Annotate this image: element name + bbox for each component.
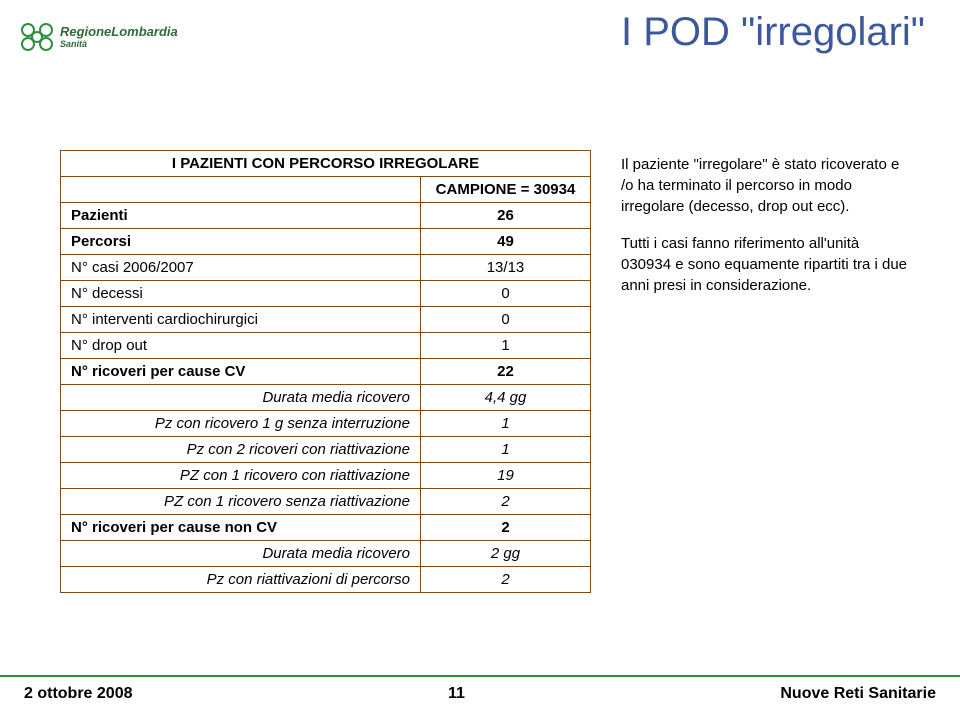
row-value: 1 bbox=[421, 437, 591, 463]
lombardia-rose-icon bbox=[20, 18, 54, 56]
row-label: PZ con 1 ricovero con riattivazione bbox=[61, 463, 421, 489]
table-row: N° ricoveri per cause CV22 bbox=[61, 359, 591, 385]
data-table: I PAZIENTI CON PERCORSO IRREGOLARE CAMPI… bbox=[60, 150, 591, 593]
row-value: 0 bbox=[421, 281, 591, 307]
table-row: Durata media ricovero2 gg bbox=[61, 541, 591, 567]
row-value: 2 bbox=[421, 515, 591, 541]
row-value: 0 bbox=[421, 307, 591, 333]
row-label: N° ricoveri per cause CV bbox=[61, 359, 421, 385]
row-label: N° ricoveri per cause non CV bbox=[61, 515, 421, 541]
table-row: N° decessi0 bbox=[61, 281, 591, 307]
row-label: Pz con riattivazioni di percorso bbox=[61, 567, 421, 593]
side-notes: Il paziente "irregolare" è stato ricover… bbox=[621, 150, 910, 593]
row-label: N° casi 2006/2007 bbox=[61, 255, 421, 281]
table-row: Pz con 2 ricoveri con riattivazione1 bbox=[61, 437, 591, 463]
table-row: N° casi 2006/200713/13 bbox=[61, 255, 591, 281]
row-value: 1 bbox=[421, 411, 591, 437]
row-label: Pz con 2 ricoveri con riattivazione bbox=[61, 437, 421, 463]
row-label: N° drop out bbox=[61, 333, 421, 359]
row-value: 4,4 gg bbox=[421, 385, 591, 411]
row-value: 22 bbox=[421, 359, 591, 385]
row-value: 49 bbox=[421, 229, 591, 255]
table-row: Durata media ricovero4,4 gg bbox=[61, 385, 591, 411]
logo: RegioneLombardia Sanità bbox=[20, 18, 178, 56]
row-label: PZ con 1 ricovero senza riattivazione bbox=[61, 489, 421, 515]
table-row: Percorsi49 bbox=[61, 229, 591, 255]
table-row: N° ricoveri per cause non CV2 bbox=[61, 515, 591, 541]
row-label: Durata media ricovero bbox=[61, 385, 421, 411]
table-row: PZ con 1 ricovero con riattivazione19 bbox=[61, 463, 591, 489]
footer-source: Nuove Reti Sanitarie bbox=[780, 685, 936, 703]
campione-label: CAMPIONE = 30934 bbox=[421, 177, 591, 203]
table-row: Pazienti26 bbox=[61, 203, 591, 229]
footer-page: 11 bbox=[448, 685, 465, 703]
row-value: 1 bbox=[421, 333, 591, 359]
page-title: I POD "irregolari" bbox=[621, 10, 925, 55]
row-label: Durata media ricovero bbox=[61, 541, 421, 567]
data-table-wrap: I PAZIENTI CON PERCORSO IRREGOLARE CAMPI… bbox=[60, 150, 591, 593]
logo-subtext: Sanità bbox=[60, 39, 178, 49]
row-label: Percorsi bbox=[61, 229, 421, 255]
table-caption-row: I PAZIENTI CON PERCORSO IRREGOLARE bbox=[61, 151, 591, 177]
row-value: 13/13 bbox=[421, 255, 591, 281]
row-value: 2 bbox=[421, 489, 591, 515]
blank-cell bbox=[61, 177, 421, 203]
table-row: Pz con ricovero 1 g senza interruzione1 bbox=[61, 411, 591, 437]
table-row: N° drop out1 bbox=[61, 333, 591, 359]
table-row: Pz con riattivazioni di percorso2 bbox=[61, 567, 591, 593]
row-label: Pz con ricovero 1 g senza interruzione bbox=[61, 411, 421, 437]
row-label: Pazienti bbox=[61, 203, 421, 229]
table-row: N° interventi cardiochirurgici0 bbox=[61, 307, 591, 333]
logo-text: RegioneLombardia bbox=[60, 25, 178, 39]
row-value: 26 bbox=[421, 203, 591, 229]
row-label: N° decessi bbox=[61, 281, 421, 307]
table-caption: I PAZIENTI CON PERCORSO IRREGOLARE bbox=[61, 151, 591, 177]
row-value: 2 bbox=[421, 567, 591, 593]
row-value: 19 bbox=[421, 463, 591, 489]
footer: 2 ottobre 2008 11 Nuove Reti Sanitarie bbox=[0, 675, 960, 703]
row-value: 2 gg bbox=[421, 541, 591, 567]
row-label: N° interventi cardiochirurgici bbox=[61, 307, 421, 333]
footer-date: 2 ottobre 2008 bbox=[24, 685, 132, 703]
table-row: PZ con 1 ricovero senza riattivazione2 bbox=[61, 489, 591, 515]
side-paragraph-1: Il paziente "irregolare" è stato ricover… bbox=[621, 154, 910, 217]
table-campione-row: CAMPIONE = 30934 bbox=[61, 177, 591, 203]
side-paragraph-2: Tutti i casi fanno riferimento all'unità… bbox=[621, 233, 910, 296]
